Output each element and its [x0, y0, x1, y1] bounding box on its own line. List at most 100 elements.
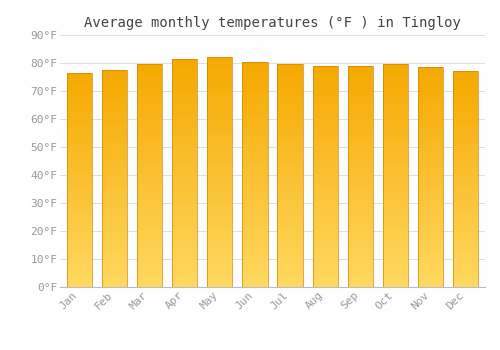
- Bar: [312, 77, 338, 79]
- Bar: [278, 198, 302, 201]
- Bar: [383, 90, 408, 92]
- Bar: [312, 80, 338, 82]
- Bar: [418, 111, 443, 114]
- Bar: [207, 198, 233, 201]
- Bar: [278, 181, 302, 184]
- Bar: [137, 204, 162, 206]
- Bar: [348, 82, 373, 85]
- Bar: [102, 205, 127, 208]
- Bar: [242, 247, 268, 250]
- Bar: [453, 195, 478, 198]
- Bar: [383, 195, 408, 198]
- Bar: [383, 106, 408, 109]
- Bar: [383, 265, 408, 267]
- Bar: [348, 232, 373, 235]
- Bar: [207, 83, 233, 86]
- Bar: [453, 276, 478, 279]
- Bar: [418, 122, 443, 125]
- Bar: [418, 191, 443, 194]
- Bar: [312, 113, 338, 116]
- Bar: [312, 243, 338, 246]
- Bar: [453, 112, 478, 114]
- Bar: [453, 122, 478, 125]
- Bar: [242, 245, 268, 247]
- Bar: [66, 233, 92, 236]
- Bar: [242, 169, 268, 172]
- Bar: [348, 188, 373, 190]
- Bar: [207, 100, 233, 103]
- Bar: [102, 184, 127, 187]
- Bar: [418, 268, 443, 271]
- Bar: [242, 96, 268, 98]
- Bar: [66, 148, 92, 150]
- Bar: [66, 231, 92, 233]
- Bar: [453, 249, 478, 252]
- Bar: [66, 116, 92, 118]
- Bar: [453, 163, 478, 166]
- Bar: [137, 103, 162, 106]
- Bar: [102, 200, 127, 203]
- Bar: [207, 281, 233, 284]
- Bar: [418, 125, 443, 128]
- Bar: [207, 69, 233, 72]
- Bar: [418, 284, 443, 287]
- Bar: [418, 117, 443, 119]
- Bar: [207, 221, 233, 224]
- Bar: [66, 228, 92, 231]
- Bar: [453, 182, 478, 184]
- Bar: [66, 204, 92, 206]
- Bar: [278, 187, 302, 190]
- Bar: [66, 241, 92, 244]
- Bar: [207, 181, 233, 184]
- Bar: [348, 165, 373, 168]
- Bar: [418, 144, 443, 147]
- Bar: [453, 279, 478, 282]
- Bar: [242, 217, 268, 219]
- Bar: [207, 167, 233, 169]
- Bar: [207, 201, 233, 204]
- Bar: [207, 141, 233, 144]
- Bar: [242, 259, 268, 262]
- Bar: [348, 218, 373, 220]
- Bar: [242, 222, 268, 225]
- Bar: [207, 212, 233, 215]
- Bar: [348, 276, 373, 279]
- Bar: [66, 206, 92, 209]
- Bar: [207, 172, 233, 175]
- Bar: [312, 88, 338, 91]
- Bar: [172, 133, 198, 136]
- Bar: [453, 225, 478, 228]
- Bar: [418, 246, 443, 248]
- Bar: [348, 246, 373, 248]
- Bar: [278, 64, 302, 287]
- Bar: [172, 73, 198, 76]
- Bar: [137, 245, 162, 248]
- Bar: [453, 241, 478, 244]
- Bar: [278, 229, 302, 231]
- Bar: [102, 176, 127, 178]
- Bar: [418, 257, 443, 259]
- Bar: [172, 264, 198, 267]
- Bar: [242, 93, 268, 96]
- Bar: [453, 246, 478, 249]
- Bar: [102, 76, 127, 78]
- Bar: [137, 78, 162, 81]
- Bar: [102, 92, 127, 94]
- Bar: [207, 135, 233, 138]
- Bar: [348, 182, 373, 185]
- Bar: [172, 156, 198, 159]
- Bar: [278, 267, 302, 270]
- Bar: [207, 184, 233, 187]
- Bar: [278, 254, 302, 257]
- Bar: [418, 216, 443, 218]
- Bar: [418, 221, 443, 224]
- Bar: [207, 235, 233, 238]
- Bar: [66, 185, 92, 188]
- Bar: [137, 145, 162, 148]
- Bar: [242, 231, 268, 233]
- Bar: [137, 90, 162, 92]
- Bar: [312, 251, 338, 254]
- Bar: [102, 276, 127, 279]
- Bar: [312, 146, 338, 149]
- Bar: [137, 100, 162, 103]
